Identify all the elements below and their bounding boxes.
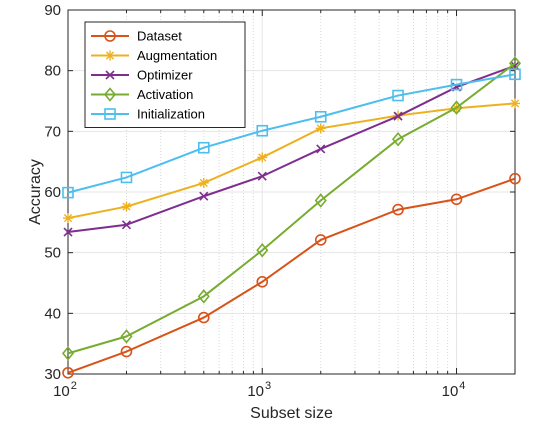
x-tick-exponent: 3 [265,380,271,392]
y-tick-label: 30 [44,366,61,383]
asterisk-marker-stroke [316,124,325,133]
data-point-augmentation [63,213,73,224]
legend-label: Dataset [137,29,182,44]
data-point-activation [392,131,405,147]
data-point-initialization [256,124,269,137]
x-marker-stroke [393,111,403,121]
data-point-activation [256,242,269,258]
legend-item-augmentation: Augmentation [91,48,217,63]
y-axis-label: Accuracy [27,159,44,225]
data-point-augmentation [198,177,209,188]
legend-item-dataset: Dataset [91,29,182,44]
data-point-dataset [256,275,269,288]
legend-item-initialization: Initialization [91,107,205,122]
data-point-dataset [450,193,463,206]
data-point-augmentation [257,152,268,163]
x-marker-stroke [257,171,267,181]
data-point-optimizer [393,111,403,121]
asterisk-marker-stroke [122,202,131,211]
x-marker-stroke [510,61,520,71]
data-point-dataset [120,345,133,358]
data-point-initialization [62,186,74,199]
asterisk-marker-stroke [63,213,73,223]
data-point-activation [314,193,327,208]
x-tick-exponent: 4 [459,380,465,392]
data-point-optimizer [510,61,520,71]
data-point-optimizer [316,144,326,154]
data-point-augmentation [315,123,326,134]
y-tick-label: 90 [44,2,61,19]
data-point-dataset [314,234,327,246]
data-point-dataset [197,311,210,324]
x-marker-stroke [105,70,115,80]
legend-marker [103,87,117,102]
data-point-initialization [197,141,210,154]
data-point-optimizer [257,171,267,181]
y-tick-label: 50 [44,245,61,262]
data-point-activation [450,100,463,115]
y-tick-label: 70 [44,123,61,140]
data-point-activation [120,329,133,344]
legend-marker [104,30,116,42]
data-point-augmentation [121,201,132,212]
series-line-dataset [67,177,516,374]
series-line-activation [67,62,516,355]
series-initialization [62,68,521,199]
x-marker-stroke [121,220,132,230]
y-tick-label: 60 [44,184,61,201]
legend-item-activation: Activation [91,87,193,102]
data-point-initialization [314,110,327,123]
legend-marker [104,108,116,120]
y-tick-label: 40 [44,305,61,322]
series-line-augmentation [67,102,516,220]
legend-label: Activation [137,87,193,102]
series-layer [61,56,522,379]
x-tick-label: 103 [247,380,271,400]
x-tick-exponent: 2 [71,380,77,392]
legend: Dataset Augmentation Optimizer Activation In… [84,21,246,128]
x-marker-stroke [316,144,326,154]
data-point-initialization [120,171,133,184]
x-tick-label: 104 [442,380,466,400]
asterisk-marker-stroke [258,153,267,162]
asterisk-marker-stroke [510,99,520,108]
x-marker-stroke [199,191,209,201]
data-point-initialization [450,78,463,91]
asterisk-marker-stroke [199,178,208,187]
data-point-initialization [392,89,404,102]
legend-label: Optimizer [137,68,193,83]
y-tick-label: 80 [44,63,61,80]
series-line-optimizer [67,64,516,234]
data-point-initialization [509,68,521,81]
series-line-initialization [67,73,516,194]
x-marker-stroke [63,227,73,237]
data-point-dataset [62,366,74,379]
legend-marker [105,50,115,61]
data-point-activation [197,289,210,304]
data-point-optimizer [199,191,209,201]
series-optimizer [63,61,520,237]
data-point-optimizer [63,227,73,237]
legend-label: Augmentation [137,48,217,63]
legend-label: Initialization [137,107,205,122]
data-point-augmentation [510,98,520,109]
data-point-optimizer [121,220,132,230]
x-axis-label: Subset size [250,405,333,422]
data-point-dataset [509,172,521,185]
legend-item-optimizer: Optimizer [91,68,193,83]
series-dataset [62,172,521,379]
x-tick-label: 102 [53,380,77,400]
asterisk-marker-stroke [105,51,115,60]
data-point-activation [61,346,75,361]
data-point-dataset [392,203,404,216]
legend-marker [105,70,115,80]
